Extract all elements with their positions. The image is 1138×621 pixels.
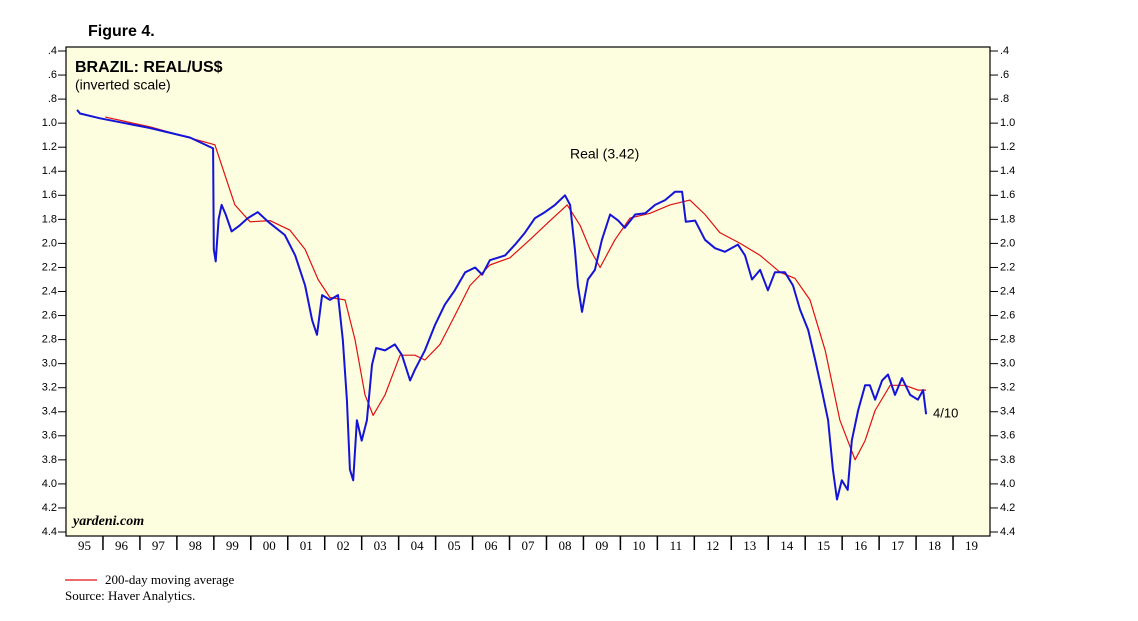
y-tick-label-right: 1.6 <box>1000 189 1015 201</box>
y-tick-label-right: 2.0 <box>1000 237 1015 249</box>
watermark: yardeni.com <box>71 514 144 529</box>
y-tick-label-right: 3.4 <box>1000 406 1015 418</box>
x-tick-label: 05 <box>448 538 461 553</box>
x-tick-label: 19 <box>965 538 978 553</box>
y-tick-label-right: 1.4 <box>1000 165 1015 177</box>
y-tick-label: 2.6 <box>42 309 57 321</box>
y-tick-label-right: 3.6 <box>1000 430 1015 442</box>
x-tick-label: 00 <box>263 538 276 553</box>
x-tick-label: 02 <box>337 538 350 553</box>
x-tick-label: 14 <box>780 538 794 553</box>
y-tick-label: 1.4 <box>42 165 57 177</box>
x-tick-label: 16 <box>854 538 868 553</box>
x-tick-label: 98 <box>189 538 202 553</box>
y-tick-label-right: 1.0 <box>1000 117 1015 129</box>
x-tick-label: 17 <box>891 538 905 553</box>
y-tick-label-right: 1.2 <box>1000 141 1015 153</box>
series-label: Real (3.42) <box>570 146 639 162</box>
moving-average-line <box>105 116 927 461</box>
y-tick-label-right: 4.0 <box>1000 478 1015 490</box>
x-tick-label: 10 <box>632 538 645 553</box>
x-tick-label: 18 <box>928 538 941 553</box>
x-tick-label: 03 <box>374 538 387 553</box>
y-tick-label-right: 4.2 <box>1000 502 1015 514</box>
y-tick-label-right: 2.6 <box>1000 309 1015 321</box>
x-tick-label: 01 <box>300 538 313 553</box>
y-tick-label: .6 <box>48 69 57 81</box>
x-tick-label: 96 <box>115 538 129 553</box>
x-tick-label: 97 <box>152 538 166 553</box>
y-tick-label: 1.8 <box>42 213 57 225</box>
y-tick-label: 2.0 <box>42 237 57 249</box>
x-tick-label: 09 <box>595 538 608 553</box>
y-tick-label-right: 3.0 <box>1000 358 1015 370</box>
y-tick-label-right: 3.2 <box>1000 382 1015 394</box>
x-tick-label: 13 <box>743 538 756 553</box>
y-tick-label-right: 4.4 <box>1000 526 1015 538</box>
y-tick-label: 2.2 <box>42 261 57 273</box>
x-tick-label: 11 <box>670 538 683 553</box>
y-tick-label: 2.4 <box>42 285 57 297</box>
y-tick-label: 4.4 <box>42 526 57 538</box>
chart-subtitle: (inverted scale) <box>75 77 171 93</box>
legend-label: 200-day moving average <box>105 572 234 587</box>
figure-label: Figure 4. <box>88 23 155 40</box>
x-tick-label: 95 <box>78 538 91 553</box>
y-tick-label-right: .4 <box>1000 45 1009 57</box>
y-tick-label-right: 2.8 <box>1000 334 1015 346</box>
price-line <box>76 109 928 501</box>
y-tick-label: 1.0 <box>42 117 57 129</box>
y-tick-label: 3.6 <box>42 430 57 442</box>
y-tick-label: 4.2 <box>42 502 57 514</box>
y-tick-label-right: 2.4 <box>1000 285 1015 297</box>
y-tick-label-right: 3.8 <box>1000 454 1015 466</box>
x-tick-label: 04 <box>411 538 425 553</box>
source: Source: Haver Analytics. <box>65 588 195 603</box>
x-tick-label: 06 <box>485 538 499 553</box>
x-tick-label: 07 <box>522 538 536 553</box>
y-tick-label: 4.0 <box>42 478 57 490</box>
y-tick-label: 2.8 <box>42 334 57 346</box>
plot-area <box>65 46 991 537</box>
x-tick-label: 08 <box>558 538 571 553</box>
y-tick-label: 1.2 <box>42 141 57 153</box>
y-tick-label-right: 1.8 <box>1000 213 1015 225</box>
x-tick-label: 15 <box>817 538 830 553</box>
y-tick-label-right: 2.2 <box>1000 261 1015 273</box>
y-tick-label: 3.4 <box>42 406 57 418</box>
chart-title: BRAZIL: REAL/US$ <box>75 59 223 76</box>
x-tick-label: 99 <box>226 538 239 553</box>
y-tick-label: .4 <box>48 45 57 57</box>
y-tick-label: 3.0 <box>42 358 57 370</box>
y-tick-label: 3.8 <box>42 454 57 466</box>
y-tick-label: 3.2 <box>42 382 57 394</box>
y-tick-label: 1.6 <box>42 189 57 201</box>
end-label: 4/10 <box>933 405 958 420</box>
x-tick-label: 12 <box>706 538 719 553</box>
y-tick-label-right: .8 <box>1000 93 1009 105</box>
y-tick-label-right: .6 <box>1000 69 1009 81</box>
y-tick-label: .8 <box>48 93 57 105</box>
